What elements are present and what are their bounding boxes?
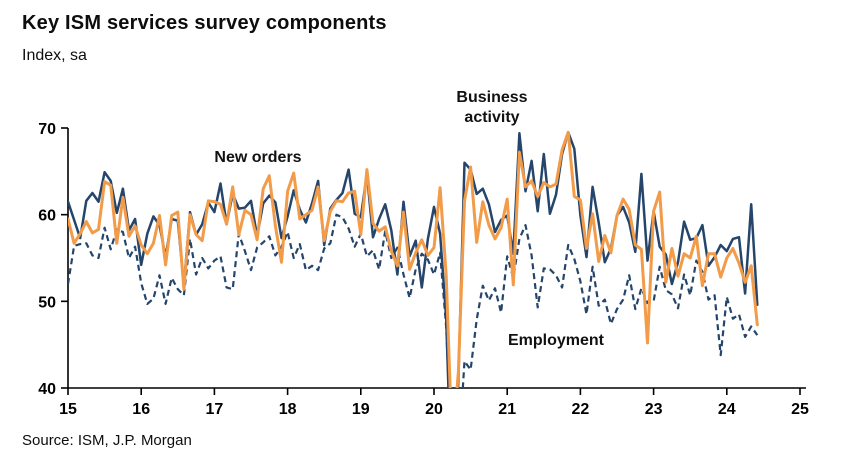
source-note: Source: ISM, J.P. Morgan — [22, 432, 192, 449]
y-tick-label: 40 — [38, 381, 56, 398]
x-tick-label: 24 — [718, 401, 736, 418]
x-tick-label: 17 — [206, 401, 224, 418]
series-line-new-orders — [68, 130, 759, 388]
x-tick-label: 20 — [425, 401, 443, 418]
y-tick-label: 60 — [38, 208, 56, 225]
x-tick-label: 21 — [498, 401, 516, 418]
page-title: Key ISM services survey components — [22, 12, 387, 34]
series-label-employment: Employment — [507, 332, 605, 349]
x-tick-label: 16 — [132, 401, 150, 418]
axis-unit-label: Index, sa — [22, 47, 87, 64]
x-tick-label: 19 — [352, 401, 370, 418]
y-tick-label: 70 — [38, 121, 56, 138]
x-tick-label: 18 — [279, 401, 297, 418]
x-tick-label: 25 — [791, 401, 809, 418]
series-line-business-activity — [68, 131, 759, 388]
y-tick-label: 50 — [38, 294, 56, 311]
x-tick-label: 22 — [572, 401, 590, 418]
x-tick-label: 15 — [59, 401, 77, 418]
x-tick-label: 23 — [645, 401, 663, 418]
series-label-business-activity: Business activity — [456, 89, 528, 126]
series-line-employment — [68, 213, 759, 388]
series-label-new-orders: New orders — [214, 149, 302, 166]
